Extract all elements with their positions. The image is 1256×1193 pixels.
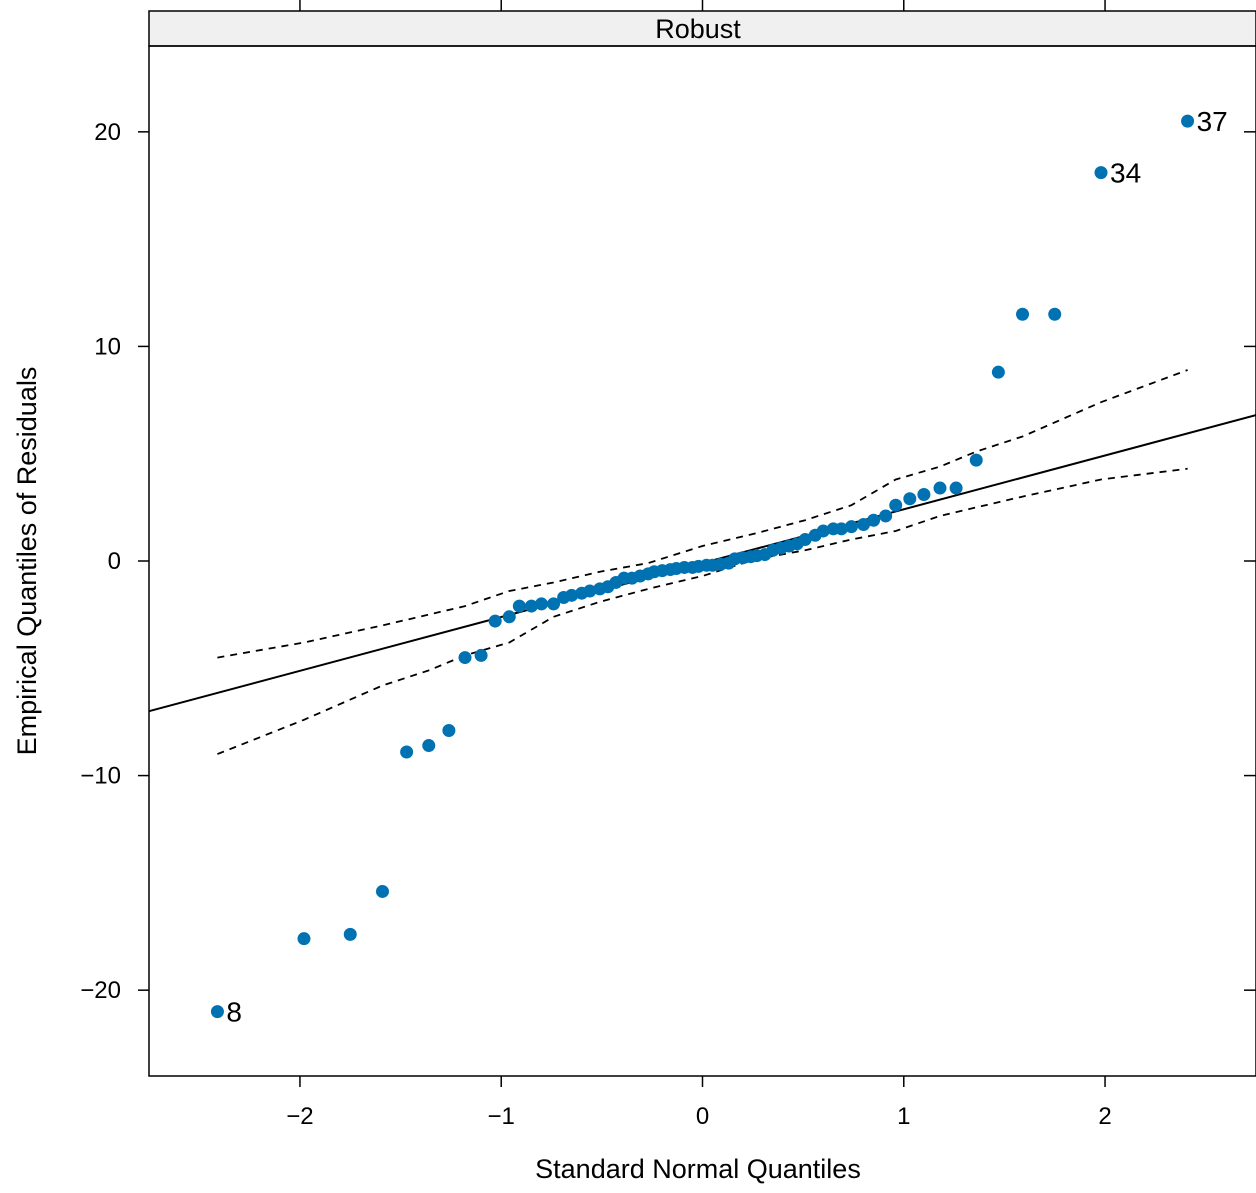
data-point — [422, 739, 436, 753]
data-point — [400, 745, 414, 759]
data-point — [969, 453, 983, 467]
data-point — [879, 509, 893, 523]
data-point — [933, 481, 947, 495]
data-point — [867, 513, 881, 527]
data-point — [1048, 307, 1062, 321]
y-tick-label: −10 — [80, 763, 121, 790]
data-point — [857, 518, 871, 532]
data-point — [297, 932, 311, 946]
x-tick-label: −1 — [488, 1103, 515, 1130]
y-axis-title: Empirical Quantiles of Residuals — [12, 367, 42, 756]
x-tick-label: 2 — [1098, 1103, 1111, 1130]
data-point — [903, 492, 917, 506]
data-point — [375, 884, 389, 898]
point-label: 8 — [226, 997, 242, 1028]
data-point — [474, 648, 488, 662]
envelope-lower-line — [217, 467, 1188, 755]
point-labels: 8 34 37 — [226, 106, 1227, 1028]
data-point — [524, 599, 538, 613]
data-points — [210, 114, 1195, 1019]
data-point — [1016, 307, 1030, 321]
x-axis-title: Standard Normal Quantiles — [535, 1154, 861, 1184]
data-point — [1181, 114, 1195, 128]
data-point — [502, 610, 516, 624]
data-point — [512, 599, 526, 613]
data-point — [949, 481, 963, 495]
y-tick-label: 20 — [94, 119, 121, 146]
data-point — [991, 365, 1005, 379]
data-point — [565, 588, 579, 602]
data-point — [534, 597, 548, 611]
data-point — [442, 724, 456, 738]
y-tick-label: 0 — [108, 548, 121, 575]
y-tick-label: 10 — [94, 333, 121, 360]
data-point — [834, 522, 848, 536]
x-tick-label: 1 — [897, 1103, 910, 1130]
x-tick-label: −2 — [286, 1103, 313, 1130]
data-point — [889, 498, 903, 512]
panel-strip — [148, 10, 1256, 47]
envelope-upper-line — [217, 369, 1188, 659]
panel-strip-label: Robust — [655, 14, 741, 44]
point-label: 37 — [1197, 106, 1228, 137]
data-point — [816, 524, 830, 538]
data-point — [488, 614, 502, 628]
x-tick-label: 0 — [696, 1103, 709, 1130]
data-point — [343, 927, 357, 941]
data-point — [1094, 166, 1108, 180]
point-label: 34 — [1110, 158, 1141, 189]
data-point — [547, 597, 561, 611]
data-point — [917, 487, 931, 501]
data-point — [458, 651, 472, 665]
data-point — [210, 1005, 224, 1019]
y-tick-label: −20 — [80, 977, 121, 1004]
data-point — [583, 584, 597, 598]
data-point — [798, 533, 812, 547]
data-point — [844, 520, 858, 534]
